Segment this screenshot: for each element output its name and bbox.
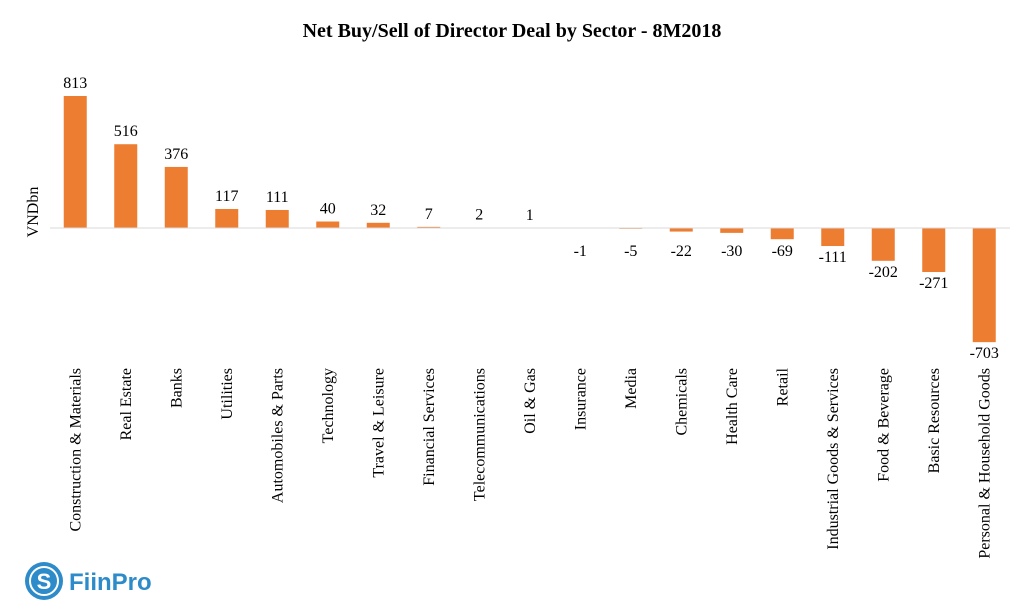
data-label: 813	[63, 75, 87, 92]
x-tick-label: Insurance	[572, 368, 589, 430]
x-tick-label: Real Estate	[118, 368, 135, 440]
bar	[63, 96, 87, 228]
bar	[720, 228, 744, 233]
data-label: -22	[671, 243, 692, 260]
bar	[669, 228, 693, 232]
bar	[871, 228, 895, 261]
data-label: -30	[721, 243, 742, 260]
y-axis-label: VNDbn	[25, 187, 42, 238]
bar	[265, 209, 289, 228]
bar	[922, 228, 946, 272]
tick-labels-group: Construction & Materials Real Estate Banks…	[67, 367, 993, 558]
data-label: 40	[320, 201, 336, 218]
logo-dollar-glyph: S	[37, 569, 52, 594]
x-tick-label: Industrial Goods & Services	[825, 368, 842, 550]
x-tick-label: Media	[623, 368, 640, 409]
bar	[316, 221, 340, 228]
data-label: 376	[164, 146, 188, 163]
fiinpro-logo: S FiinPro	[25, 562, 152, 600]
data-label: -271	[919, 275, 948, 292]
data-label: -69	[772, 243, 793, 260]
x-tick-label: Health Care	[724, 368, 741, 445]
bar	[164, 166, 188, 228]
data-label: 7	[425, 206, 433, 223]
data-label: 32	[370, 202, 386, 219]
data-label: 117	[215, 188, 238, 205]
bar	[821, 228, 845, 247]
x-tick-label: Food & Beverage	[875, 368, 892, 482]
x-tick-label: Travel & Leisure	[370, 368, 387, 478]
x-tick-label: Chemicals	[673, 368, 690, 436]
bars-group	[63, 96, 996, 343]
x-tick-label: Telecommunications	[471, 368, 488, 501]
data-label: 2	[475, 207, 483, 224]
data-labels-group: 813 516 376 117 111 40 32 7 2 1 -1 -5 -22 -30 -69 -111 -…	[63, 75, 999, 362]
data-label: -703	[970, 345, 999, 362]
x-tick-label: Basic Resources	[926, 368, 943, 473]
data-label: -111	[819, 249, 847, 266]
data-label: 1	[526, 207, 534, 224]
x-tick-label: Retail	[774, 367, 791, 406]
bar	[417, 226, 441, 228]
bar	[770, 228, 794, 240]
bar	[366, 222, 390, 228]
x-tick-label: Technology	[320, 368, 337, 443]
bar	[215, 209, 239, 228]
bar	[114, 144, 138, 228]
bar	[972, 228, 996, 343]
x-tick-label: Personal & Household Goods	[976, 368, 993, 559]
x-tick-label: Automobiles & Parts	[269, 368, 286, 503]
x-tick-label: Construction & Materials	[67, 368, 84, 532]
x-tick-label: Oil & Gas	[522, 368, 539, 434]
data-label: -1	[574, 243, 587, 260]
data-label: -202	[869, 264, 898, 281]
logo-inner-ring	[29, 566, 59, 596]
x-tick-label: Utilities	[219, 368, 236, 420]
data-label: -5	[624, 243, 637, 260]
x-tick-label: Banks	[168, 368, 185, 408]
data-label: 111	[266, 189, 289, 206]
x-tick-label: Financial Services	[421, 368, 438, 486]
logo-text: FiinPro	[69, 569, 152, 596]
data-label: 516	[114, 123, 138, 140]
chart-title: Net Buy/Sell of Director Deal by Sector …	[303, 20, 722, 42]
